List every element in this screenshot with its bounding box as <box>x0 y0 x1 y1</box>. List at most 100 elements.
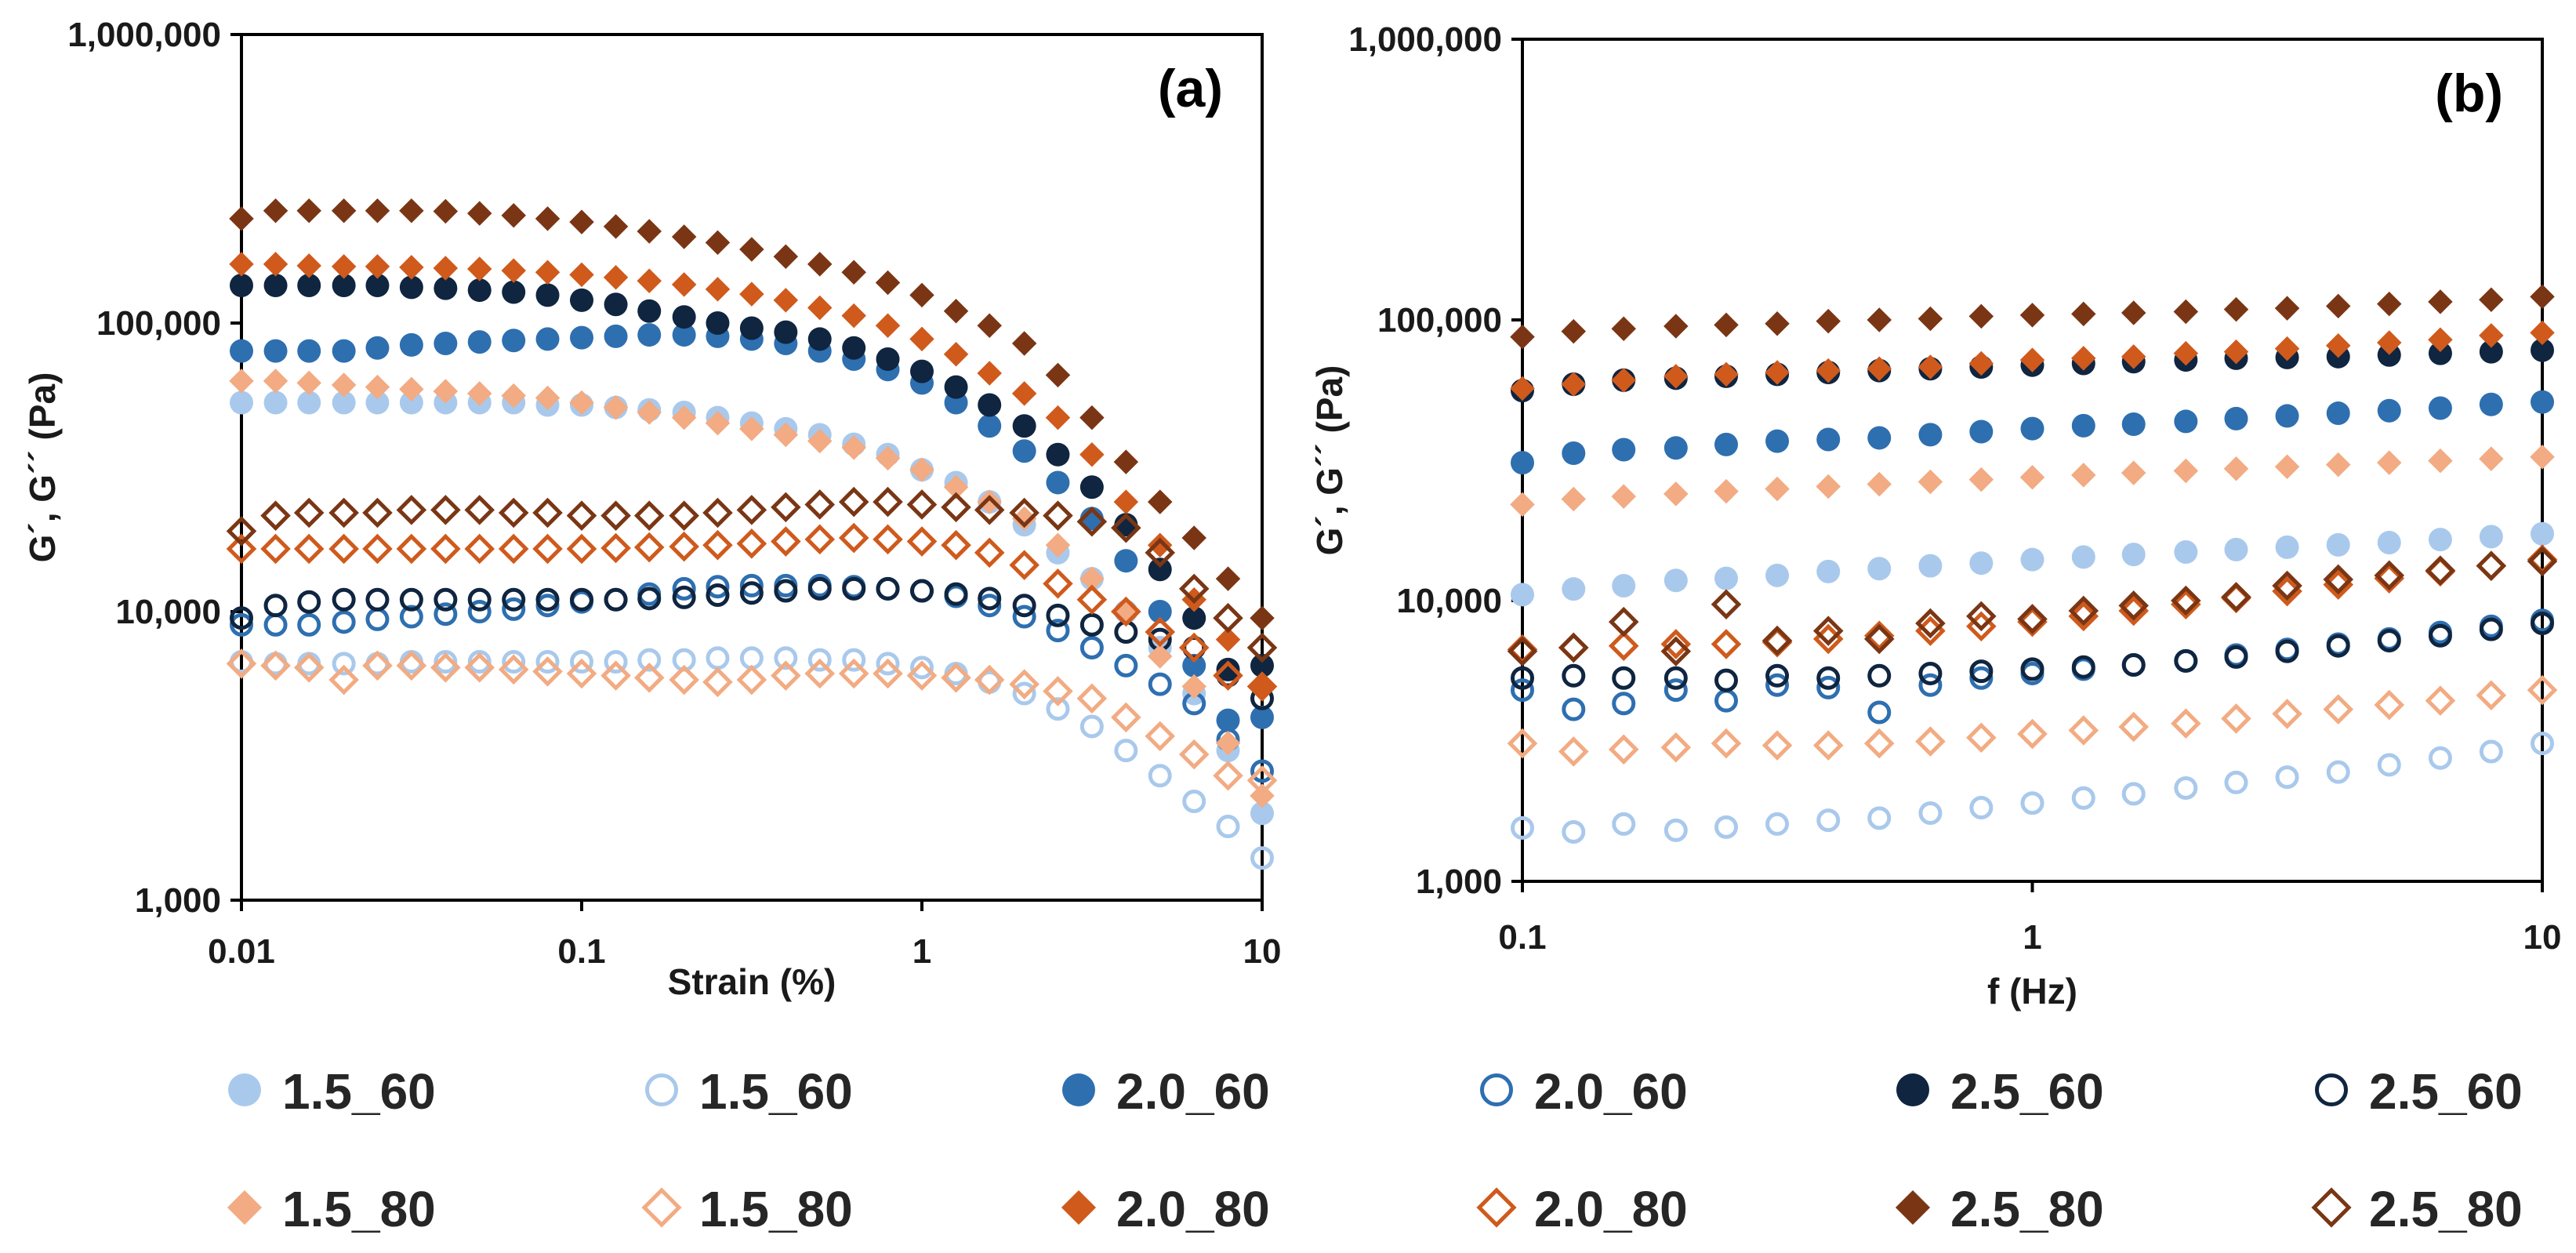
data-point <box>1182 606 1206 630</box>
data-point <box>1611 368 1636 393</box>
data-point <box>1507 636 1538 666</box>
data-point <box>229 252 254 277</box>
data-point <box>705 230 731 256</box>
data-point <box>2374 560 2405 591</box>
data-point <box>1918 673 1943 697</box>
data-point <box>535 385 561 411</box>
data-point <box>1867 307 1892 332</box>
data-point <box>2121 344 2146 369</box>
series-1.5_80-storage-modulus <box>1510 444 2555 518</box>
y-tick-label: 10,000 <box>1396 582 1502 620</box>
data-point <box>1148 764 1172 788</box>
x-tick-label: 0.1 <box>1498 918 1546 957</box>
data-point <box>1111 702 1141 733</box>
legend-label: 2.0_80 <box>1534 1181 1688 1237</box>
data-point <box>739 316 764 340</box>
data-point <box>2020 657 2044 681</box>
data-point <box>1867 806 1892 830</box>
legend-marker <box>1062 1073 1095 1106</box>
data-point <box>2020 791 2044 815</box>
data-point <box>430 652 461 683</box>
data-point <box>1714 361 1739 387</box>
data-point <box>502 650 526 674</box>
data-point <box>1216 708 1240 732</box>
data-point <box>260 650 291 681</box>
series-2.0_60-loss-modulus <box>1511 608 2554 725</box>
data-point <box>1511 678 1534 703</box>
data-point <box>430 495 461 525</box>
data-point <box>433 256 459 281</box>
data-point <box>1711 629 1742 659</box>
data-point <box>2174 648 2198 673</box>
data-point <box>2173 340 2199 366</box>
data-point <box>873 524 903 555</box>
data-point <box>2326 760 2350 784</box>
data-point <box>1507 728 1538 759</box>
data-point <box>1562 441 1586 466</box>
series-2.0_60-loss-modulus <box>230 573 1274 783</box>
data-point <box>433 198 459 224</box>
data-point <box>1664 481 1689 507</box>
data-point <box>1867 471 1892 497</box>
data-point <box>1562 697 1586 721</box>
data-point <box>2274 336 2300 361</box>
data-point <box>1562 663 1586 688</box>
y-tick-label: 1,000,000 <box>67 16 221 54</box>
series-1.5_60-storage-modulus <box>1511 521 2554 607</box>
data-point <box>841 435 866 460</box>
data-point <box>1664 314 1689 339</box>
data-point <box>807 295 833 321</box>
data-point <box>1213 760 1243 791</box>
data-point <box>297 612 321 637</box>
data-point <box>1812 623 1844 655</box>
data-point <box>502 280 526 304</box>
data-point <box>1714 688 1738 713</box>
panel-label: (a) <box>1158 59 1223 118</box>
data-point <box>466 201 492 226</box>
data-point <box>569 390 594 416</box>
data-point <box>1711 589 1742 620</box>
data-point <box>362 650 393 681</box>
data-point <box>906 660 938 691</box>
data-point <box>1816 675 1841 699</box>
data-point <box>1510 376 1535 401</box>
data-point <box>1612 438 1636 462</box>
data-point <box>1250 605 1275 630</box>
data-point <box>974 537 1005 568</box>
data-point <box>773 244 799 269</box>
data-point <box>706 575 730 599</box>
data-point <box>2121 412 2146 437</box>
data-point <box>1046 603 1070 627</box>
data-point <box>604 650 628 674</box>
data-point <box>2428 289 2453 314</box>
data-point <box>434 276 458 300</box>
data-point <box>1079 475 1104 499</box>
data-point <box>842 336 866 360</box>
data-point <box>399 376 424 402</box>
data-point <box>1761 730 1793 761</box>
data-point <box>838 522 869 554</box>
data-point <box>1148 557 1172 582</box>
data-point <box>807 576 832 601</box>
data-point <box>434 587 458 612</box>
data-point <box>2224 770 2248 794</box>
legend-label: 1.5_80 <box>699 1181 853 1237</box>
data-point <box>807 252 833 277</box>
data-point <box>1612 666 1636 690</box>
data-point <box>604 324 628 348</box>
data-point <box>1215 566 1241 591</box>
data-point <box>263 594 288 618</box>
data-point <box>2068 715 2099 746</box>
legend-marker <box>1061 1189 1097 1226</box>
data-point <box>399 198 424 223</box>
series-1.5_80-loss-modulus <box>226 648 1278 796</box>
data-point <box>633 500 665 531</box>
data-point <box>1969 666 1994 690</box>
data-point <box>1012 414 1036 438</box>
data-point <box>1561 486 1587 512</box>
data-point <box>637 587 662 611</box>
data-point <box>2428 746 2452 770</box>
data-point <box>2479 446 2504 471</box>
data-point <box>362 497 393 528</box>
data-point <box>2121 653 2146 677</box>
